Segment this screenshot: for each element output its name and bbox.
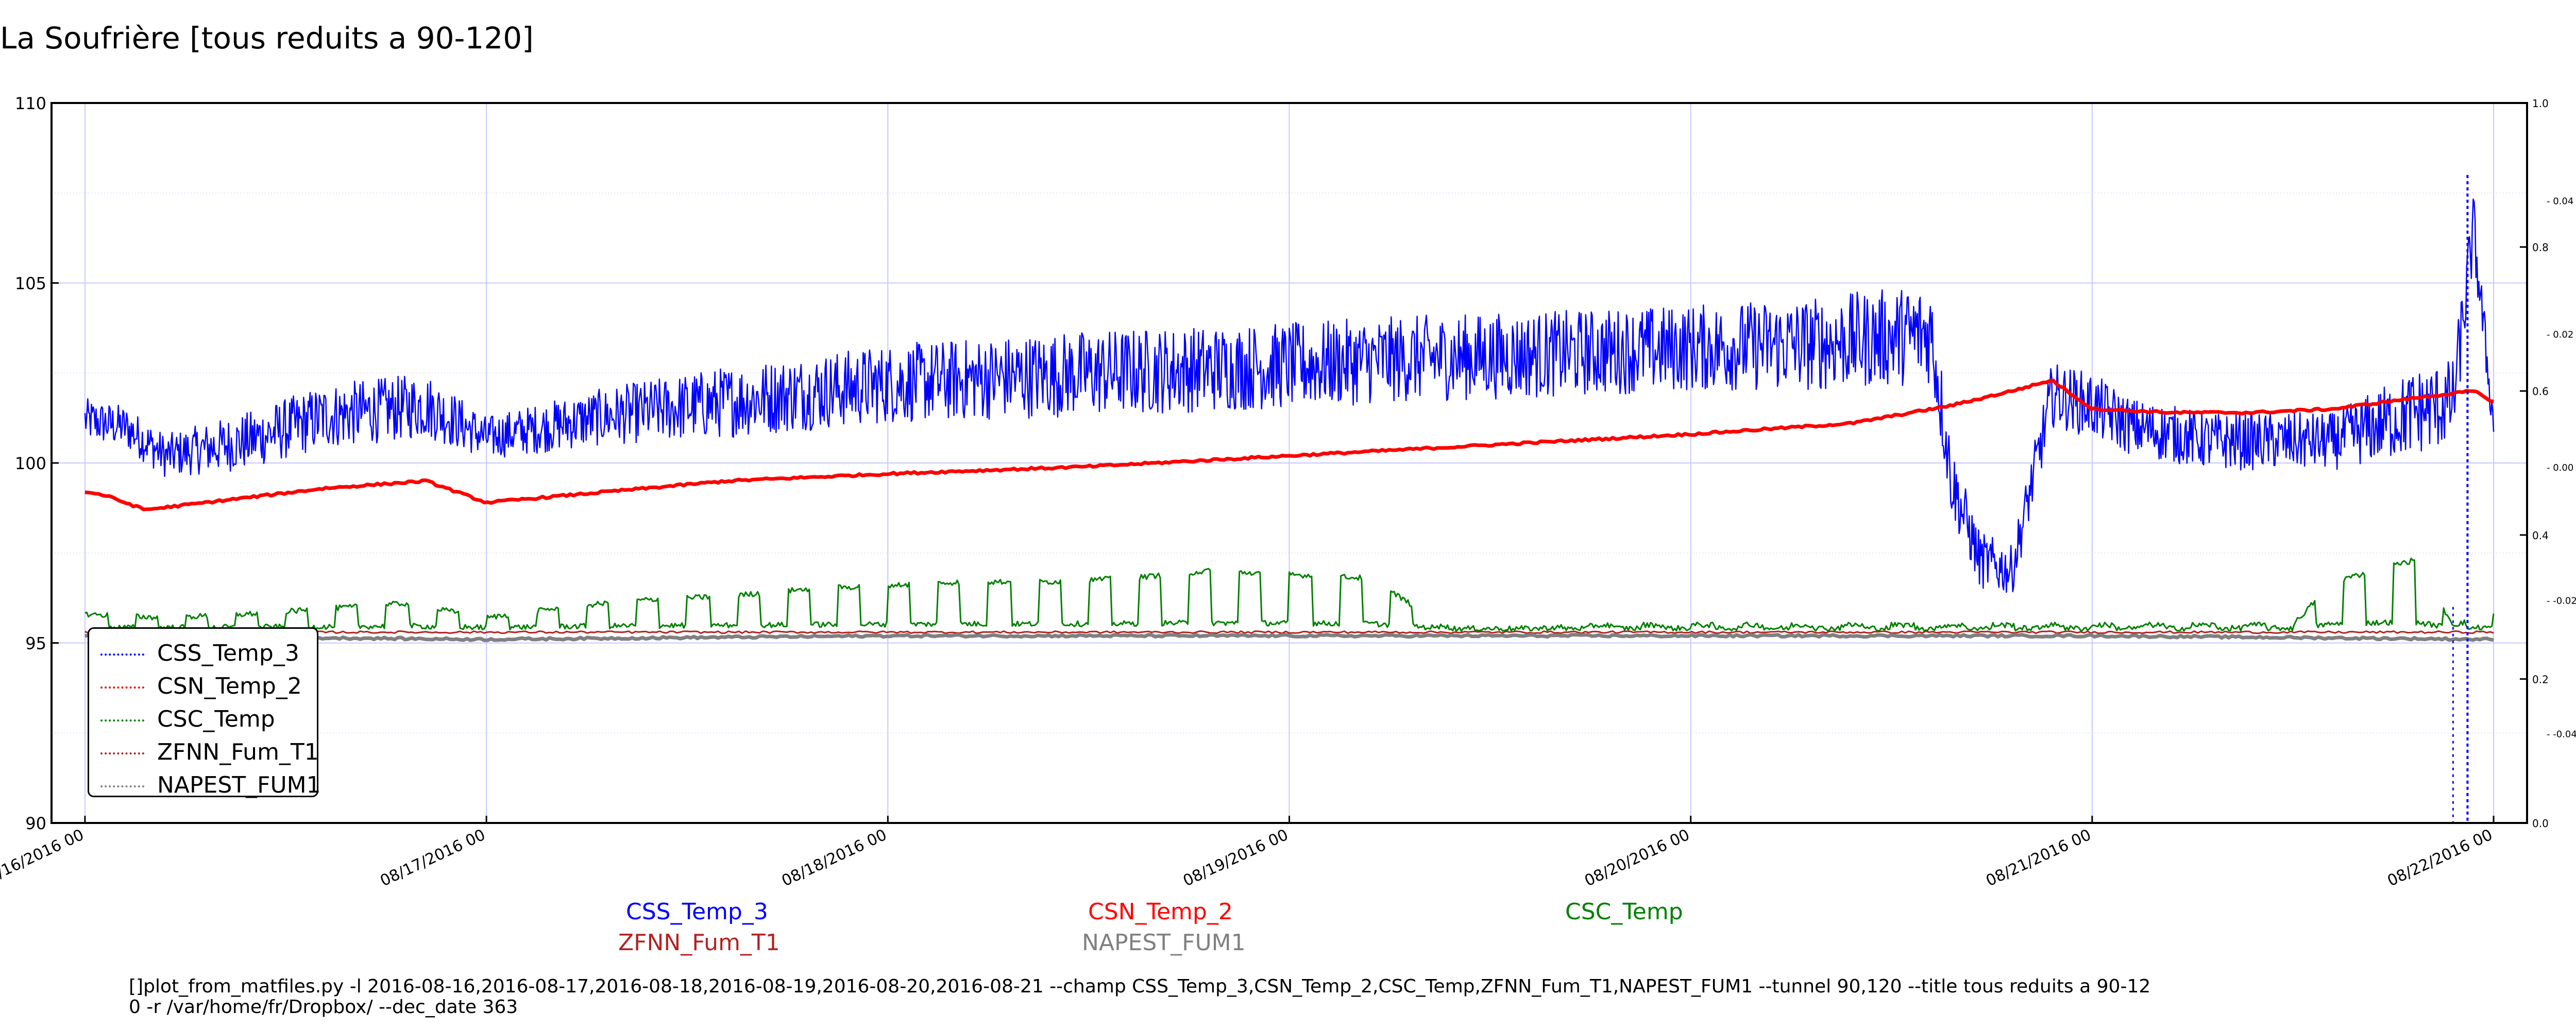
legend-label: CSC_Temp — [157, 706, 275, 732]
command-line-2: 0 -r /var/home/fr/Dropbox/ --dec_date 36… — [129, 997, 518, 1018]
right-tick-label: 0.6 — [2532, 385, 2549, 398]
series-line-napest-fum1 — [84, 633, 2494, 642]
right-tick-label-2: - -0.02 — [2547, 596, 2576, 607]
legend-item: ZFNN_Fum_T1 — [89, 737, 319, 770]
x-tick-label: 08/18/2016 00 — [779, 826, 890, 890]
x-tick-label: 08/21/2016 00 — [1984, 826, 2094, 890]
command-line-1: []plot_from_matfiles.py -l 2016-08-16,20… — [129, 976, 2151, 997]
series-line-css-temp-3 — [84, 198, 2495, 593]
legend-label: CSN_Temp_2 — [157, 673, 302, 699]
legend-item: CSS_Temp_3 — [89, 638, 317, 671]
legend-label: CSS_Temp_3 — [157, 640, 299, 666]
x-tick-label: 08/19/2016 00 — [1180, 826, 1291, 890]
right-tick-label: 1.0 — [2532, 97, 2549, 110]
series-layer — [84, 175, 2495, 823]
legend: CSS_Temp_3 CSN_Temp_2 CSC_Temp ZFNN_Fum_… — [88, 627, 321, 798]
x-tick-label: 08/20/2016 00 — [1582, 826, 1692, 890]
legend-swatch — [100, 686, 144, 689]
y-tick-label: 95 — [25, 634, 46, 654]
axis-layer: 08/16/2016 00 08/17/2016 00 08/18/2016 00 0… — [0, 94, 2576, 890]
chart-title: La Soufrière [tous reduits a 90-120] — [0, 21, 534, 56]
right-tick-label: 0.0 — [2532, 817, 2549, 830]
right-tick-label: 0.4 — [2532, 529, 2549, 542]
series-line-csn-temp-2 — [84, 379, 2494, 511]
series-line-zfnn-fum-t1 — [84, 630, 2494, 634]
legend-label: NAPEST_FUM1 — [157, 772, 321, 798]
right-tick-label: 0.2 — [2532, 673, 2549, 685]
right-tick-label-2: - 0.00 — [2547, 462, 2573, 473]
below-label-css-temp-3: CSS_Temp_3 — [626, 899, 768, 925]
x-tick-label: 08/17/2016 00 — [378, 826, 488, 890]
legend-swatch — [100, 752, 144, 754]
legend-swatch — [100, 654, 144, 656]
below-label-csn-temp-2: CSN_Temp_2 — [1088, 899, 1233, 925]
x-tick-label: 08/16/2016 00 — [0, 826, 87, 890]
legend-item: CSC_Temp — [89, 704, 317, 737]
series-line-csc-temp — [84, 557, 2495, 632]
legend-swatch — [100, 785, 144, 787]
below-label-csc-temp: CSC_Temp — [1565, 899, 1683, 925]
legend-label: ZFNN_Fum_T1 — [157, 739, 319, 765]
legend-item: NAPEST_FUM1 — [89, 770, 321, 803]
x-tick-label: 08/22/2016 00 — [2385, 826, 2496, 890]
right-tick-label-2: - -0.04 — [2547, 729, 2576, 740]
y-tick-label: 110 — [15, 94, 46, 113]
legend-swatch — [100, 719, 144, 722]
below-label-zfnn-fum-t1: ZFNN_Fum_T1 — [618, 930, 780, 956]
right-tick-label: 0.8 — [2532, 242, 2549, 254]
below-label-napest-fum1: NAPEST_FUM1 — [1082, 930, 1246, 956]
y-tick-label: 105 — [15, 274, 46, 294]
y-tick-label: 90 — [25, 814, 46, 833]
grid-layer — [52, 102, 2527, 823]
legend-item: CSN_Temp_2 — [89, 671, 317, 704]
right-tick-label-2: - 0.04 — [2547, 196, 2573, 207]
right-tick-label-2: - 0.02 — [2547, 329, 2573, 340]
y-tick-label: 100 — [15, 454, 46, 473]
